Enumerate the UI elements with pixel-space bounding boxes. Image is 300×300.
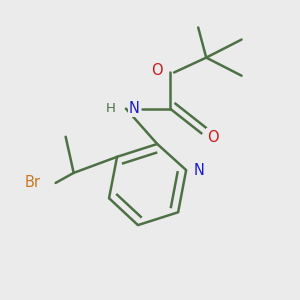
Text: N: N — [129, 101, 140, 116]
Text: H: H — [106, 102, 116, 115]
Text: N: N — [194, 163, 204, 178]
Text: O: O — [151, 63, 163, 78]
Text: O: O — [207, 130, 219, 145]
Text: Br: Br — [24, 176, 40, 190]
